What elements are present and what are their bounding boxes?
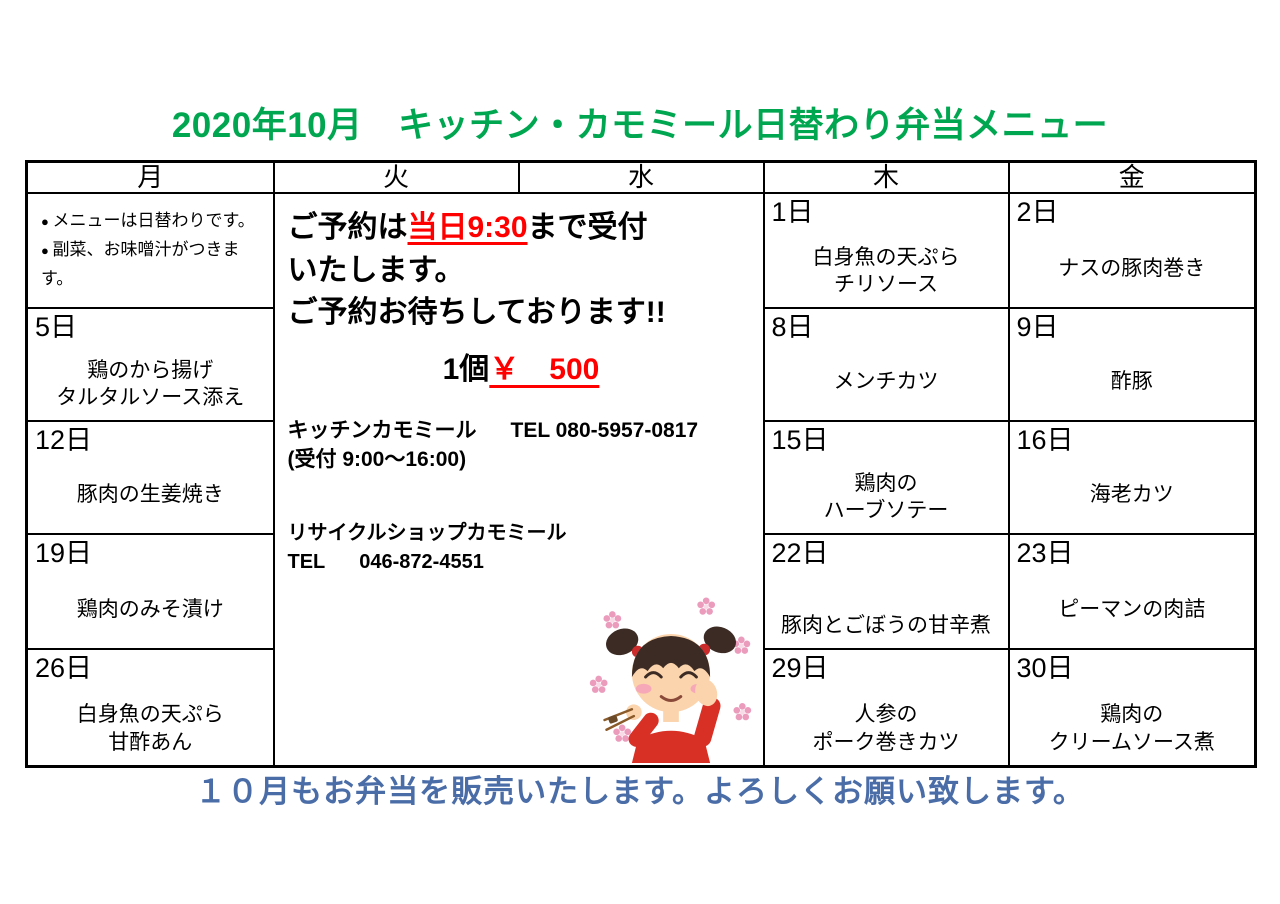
- table-row: 5日 鶏のから揚げ タルタルソース添え 8日 メンチカツ 9日 酢豚: [25, 307, 1257, 422]
- day-cell-12: 12日 豚肉の生姜焼き: [25, 420, 275, 535]
- column-header-tuesday: 火: [272, 160, 520, 194]
- day-cell-9: 9日 酢豚: [1007, 307, 1257, 422]
- menu-item: 人参の ポーク巻きカツ: [812, 703, 960, 754]
- menu-item: 海老カツ: [1089, 483, 1174, 507]
- day-number: 26日: [35, 653, 93, 683]
- page-title: 2020年10月 キッチン・カモミール日替わり弁当メニュー: [171, 106, 1109, 145]
- column-header-thursday: 木: [762, 160, 1010, 194]
- recycle-shop-contact-block: リサイクルショップカモミール TEL 046-872-4551: [288, 519, 755, 577]
- menu-item: 鶏肉の ハーブソテー: [823, 471, 949, 523]
- recycle-shop-tel-label: TEL: [287, 550, 326, 573]
- reservation-line2: いたします。: [287, 253, 465, 287]
- reservation-info-cell: ご予約は当日9:30まで受付 いたします。 ご予約お待ちしております!! 1個￥…: [272, 192, 765, 767]
- day-number: 22日: [771, 538, 829, 568]
- weekday-header-row: 月 火 水 木 金: [25, 160, 1257, 194]
- menu-item: 鶏肉の クリームソース煮: [1048, 703, 1215, 754]
- table-row: 19日 鶏肉のみそ漬け 22日 豚肉とごぼうの甘辛煮 23日 ピーマンの肉詰: [25, 533, 1257, 650]
- menu-item: 鶏のから揚げ タルタルソース添え: [56, 358, 245, 410]
- menu-item: 鶏肉のみそ漬け: [76, 598, 224, 622]
- table-row: 26日 白身魚の天ぷら 甘酢あん 29日 人参の ポーク巻きカツ 30日 鶏肉の…: [25, 648, 1257, 767]
- day-number: 23日: [1016, 538, 1074, 568]
- reservation-deadline-highlight: 当日9:30: [407, 211, 528, 244]
- price-line: 1個￥ 500: [288, 344, 755, 388]
- girl-eating-illustration: [589, 596, 751, 763]
- kitchen-hours: (受付 9:00～16:00): [287, 448, 467, 472]
- day-number: 2日: [1016, 197, 1059, 227]
- day-cell-26: 26日 白身魚の天ぷら 甘酢あん: [25, 648, 275, 767]
- recycle-shop-name: リサイクルショップカモミール: [287, 521, 567, 544]
- reservation-text: ご予約は当日9:30まで受付 いたします。 ご予約お待ちしております!!: [288, 207, 755, 335]
- footer-announcement: １０月もお弁当を販売いたします。よろしくお願い致します。: [195, 774, 1085, 809]
- day-number: 15日: [771, 425, 829, 455]
- menu-calendar-table: 月 火 水 木 金 メニューは日替わりです。 副菜、お味噌汁がつきます。 ご予約…: [25, 160, 1257, 768]
- kitchen-name: キッチンカモミール: [287, 418, 477, 442]
- day-cell-8: 8日 メンチカツ: [762, 307, 1010, 422]
- day-cell-16: 16日 海老カツ: [1007, 420, 1257, 535]
- day-number: 19日: [35, 538, 93, 568]
- column-header-friday: 金: [1007, 160, 1257, 194]
- day-cell-19: 19日 鶏肉のみそ漬け: [25, 533, 275, 650]
- menu-item: 豚肉とごぼうの甘辛煮: [781, 614, 991, 638]
- kitchen-phone: TEL 080-5957-0817: [510, 418, 699, 442]
- column-header-wednesday: 水: [517, 160, 765, 194]
- price-unit-label: 1個: [442, 352, 490, 386]
- day-cell-2: 2日 ナスの豚肉巻き: [1007, 192, 1257, 309]
- day-cell-30: 30日 鶏肉の クリームソース煮: [1007, 648, 1257, 767]
- menu-item: 豚肉の生姜焼き: [76, 483, 224, 507]
- day-number: 30日: [1016, 653, 1074, 683]
- notes-cell: メニューは日替わりです。 副菜、お味噌汁がつきます。: [25, 192, 275, 309]
- day-number: 5日: [35, 312, 78, 342]
- day-number: 16日: [1016, 425, 1074, 455]
- day-number: 9日: [1016, 312, 1059, 342]
- menu-item: 白身魚の天ぷら 甘酢あん: [76, 703, 224, 754]
- reservation-line1-post: まで受付: [527, 211, 648, 244]
- note-menu-changes-daily: メニューは日替わりです。: [41, 207, 269, 236]
- day-cell-22: 22日 豚肉とごぼうの甘辛煮: [762, 533, 1010, 650]
- table-row: 12日 豚肉の生姜焼き 15日 鶏肉の ハーブソテー 16日 海老カツ: [25, 420, 1257, 535]
- day-cell-23: 23日 ピーマンの肉詰: [1007, 533, 1257, 650]
- day-cell-5: 5日 鶏のから揚げ タルタルソース添え: [25, 307, 275, 422]
- menu-item: ナスの豚肉巻き: [1058, 257, 1206, 281]
- price-amount: ￥ 500: [489, 352, 600, 386]
- reservation-line1-pre: ご予約は: [287, 211, 408, 244]
- menu-item: ピーマンの肉詰: [1058, 598, 1206, 622]
- table-row: メニューは日替わりです。 副菜、お味噌汁がつきます。 ご予約は当日9:30まで受…: [25, 192, 1257, 767]
- kitchen-contact-block: キッチンカモミール TEL 080-5957-0817 (受付 9:00～16:0…: [288, 416, 755, 475]
- day-cell-29: 29日 人参の ポーク巻きカツ: [762, 648, 1010, 767]
- day-number: 8日: [771, 312, 814, 342]
- menu-item: 白身魚の天ぷら チリソース: [812, 245, 960, 297]
- column-header-monday: 月: [25, 160, 275, 194]
- day-cell-1: 1日 白身魚の天ぷら チリソース: [762, 192, 1010, 309]
- day-cell-15: 15日 鶏肉の ハーブソテー: [762, 420, 1010, 535]
- menu-item: 酢豚: [1110, 370, 1153, 394]
- reservation-line3: ご予約お待ちしております!!: [287, 296, 666, 330]
- day-number: 1日: [771, 197, 814, 227]
- recycle-shop-phone: 046-872-4551: [359, 550, 484, 573]
- menu-item: メンチカツ: [833, 370, 939, 394]
- note-side-dishes: 副菜、お味噌汁がつきます。: [41, 236, 269, 294]
- day-number: 12日: [35, 425, 93, 455]
- day-number: 29日: [771, 653, 829, 683]
